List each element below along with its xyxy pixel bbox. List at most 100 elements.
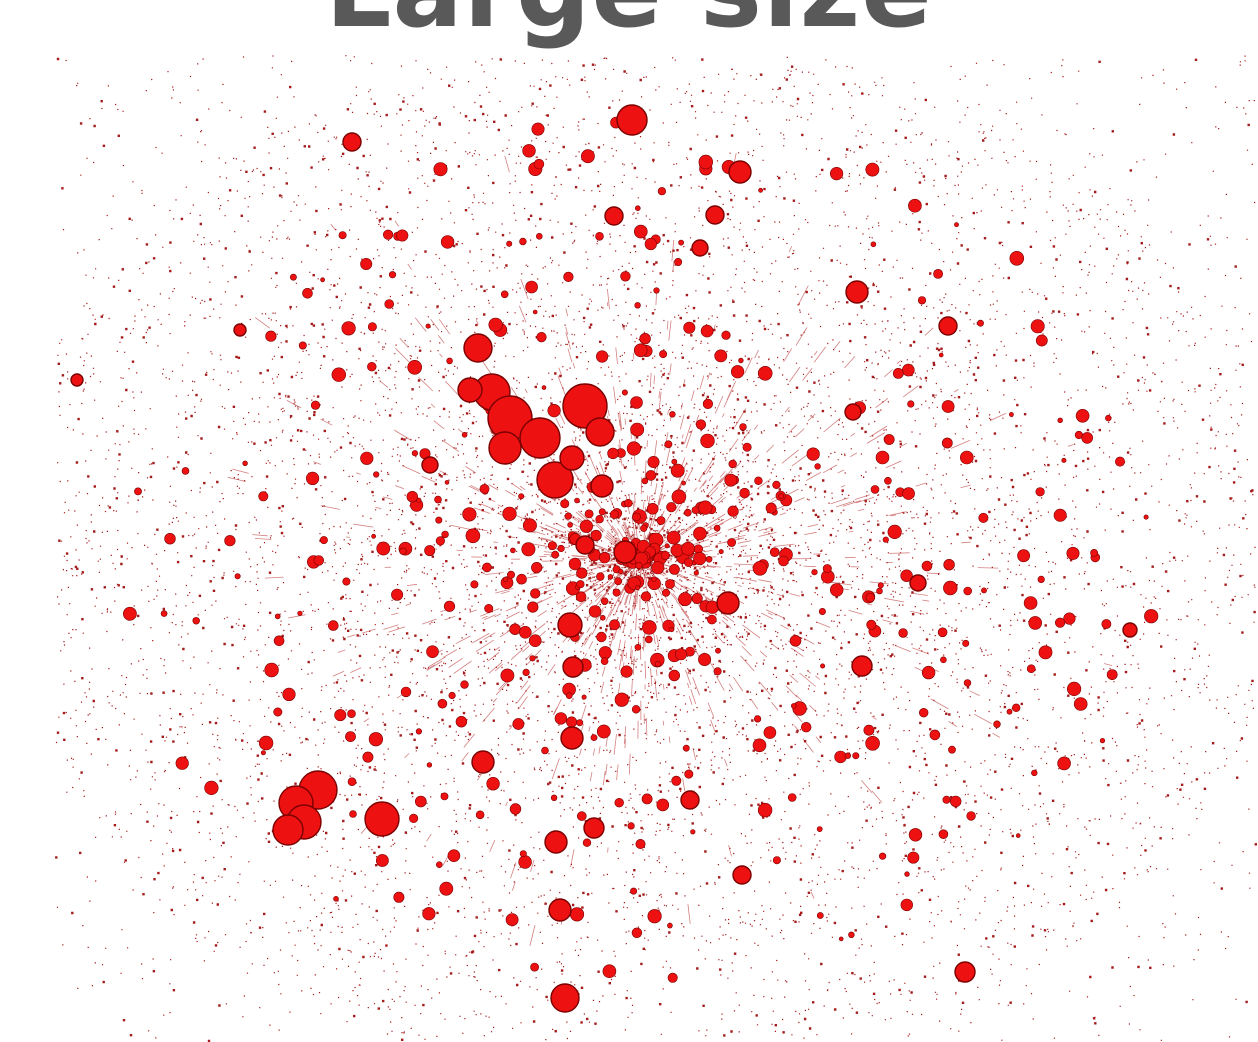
graph-node	[681, 480, 686, 486]
graph-node	[614, 797, 624, 808]
graph-node	[639, 333, 651, 345]
graph-node	[959, 450, 974, 465]
hub-node	[550, 983, 580, 1013]
graph-node	[875, 450, 890, 465]
graph-node	[518, 855, 532, 869]
graph-node	[865, 592, 875, 603]
graph-node	[640, 591, 652, 602]
graph-node	[1011, 703, 1021, 712]
graph-node	[739, 423, 747, 431]
graph-node	[651, 576, 657, 582]
graph-node	[576, 719, 584, 727]
graph-node	[698, 652, 712, 666]
graph-node	[596, 572, 605, 581]
hub-node	[457, 377, 483, 403]
graph-node	[1023, 596, 1038, 610]
graph-node	[866, 619, 877, 630]
hub-node	[519, 417, 561, 459]
graph-node	[963, 679, 972, 687]
graph-node	[700, 324, 714, 338]
graph-node	[435, 861, 443, 869]
graph-node	[564, 512, 572, 520]
graph-node	[618, 568, 624, 575]
graph-node	[437, 698, 448, 709]
hub-node	[536, 461, 574, 499]
hub-node	[559, 445, 585, 471]
graph-node	[518, 493, 525, 500]
graph-node	[789, 634, 802, 647]
graph-node	[509, 623, 521, 635]
graph-node	[367, 362, 377, 372]
graph-node	[434, 495, 442, 504]
graph-node	[671, 775, 682, 786]
graph-node	[362, 751, 374, 763]
graph-node	[440, 235, 455, 249]
graph-node	[691, 592, 703, 604]
graph-node	[921, 665, 936, 680]
graph-node	[598, 551, 611, 564]
hub-node	[585, 417, 615, 447]
graph-node	[1101, 619, 1112, 629]
graph-node	[581, 694, 587, 700]
graph-node	[942, 795, 951, 804]
graph-node	[367, 322, 377, 332]
graph-node	[258, 491, 269, 502]
graph-node	[644, 237, 657, 251]
graph-node	[778, 493, 784, 500]
hub-node	[909, 574, 927, 592]
hub-node	[463, 333, 493, 363]
graph-node	[331, 367, 346, 382]
graph-node	[347, 709, 356, 719]
graph-node	[527, 601, 539, 613]
graph-node	[620, 271, 631, 282]
graph-node	[698, 500, 713, 515]
graph-node	[657, 187, 667, 196]
graph-node	[376, 541, 391, 556]
hub-node	[680, 790, 700, 810]
graph-node	[738, 357, 744, 364]
graph-node	[407, 359, 423, 375]
graph-node	[439, 881, 454, 896]
graph-node	[448, 691, 456, 700]
graph-node	[341, 321, 356, 336]
graph-node	[739, 487, 750, 499]
graph-node	[224, 535, 236, 547]
graph-node	[907, 851, 920, 864]
graph-node	[521, 542, 536, 557]
graph-node	[690, 829, 696, 835]
graph-node	[718, 549, 724, 555]
graph-node	[426, 762, 433, 768]
graph-node	[435, 516, 443, 524]
hub-node	[613, 540, 637, 564]
graph-node	[522, 518, 537, 533]
graph-node	[647, 455, 660, 468]
graph-node	[1143, 514, 1149, 520]
graph-node	[192, 617, 200, 625]
graph-node	[698, 154, 713, 170]
graph-node	[426, 645, 439, 659]
graph-node	[500, 290, 509, 299]
graph-node	[502, 506, 517, 521]
graph-node	[475, 810, 485, 820]
graph-node	[554, 712, 568, 725]
graph-node	[674, 257, 683, 266]
graph-node	[1009, 250, 1025, 266]
graph-node	[599, 614, 606, 621]
graph-node	[620, 665, 633, 678]
graph-node	[541, 746, 549, 755]
graph-node	[865, 162, 880, 177]
hub-node	[471, 750, 495, 774]
graph-node	[877, 582, 884, 589]
hub-node	[616, 104, 648, 136]
graph-node	[1061, 457, 1067, 463]
graph-node	[630, 887, 638, 895]
graph-node	[400, 686, 412, 698]
graph-node	[306, 471, 320, 486]
graph-node	[535, 233, 543, 240]
graph-node	[892, 367, 904, 379]
graph-node	[633, 343, 648, 358]
graph-node	[938, 352, 944, 358]
graph-node	[943, 558, 955, 571]
hub-node	[560, 726, 584, 750]
graph-node	[440, 792, 449, 801]
